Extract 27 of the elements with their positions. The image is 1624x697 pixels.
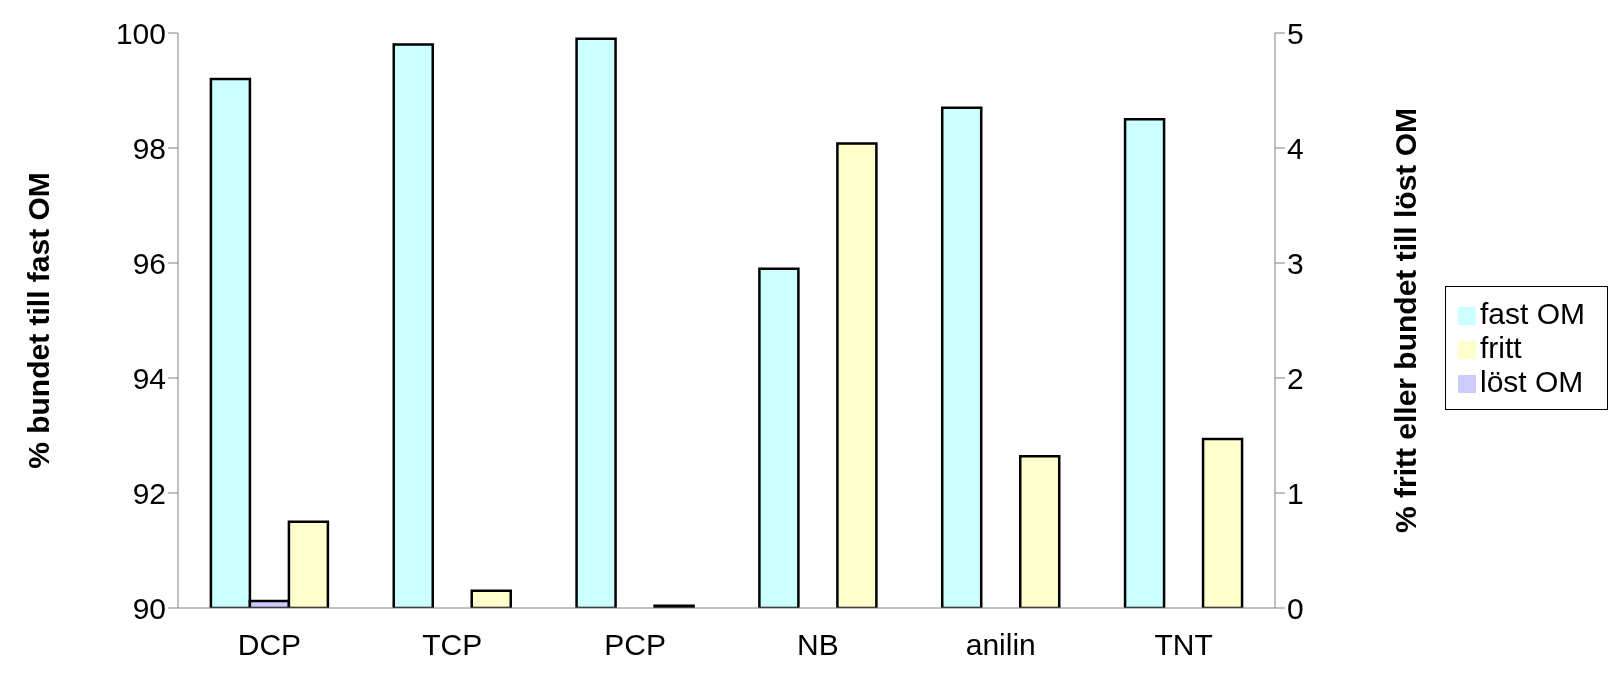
x-tick-label: DCP: [237, 628, 302, 662]
y-tick-label: 92: [132, 476, 166, 510]
y-tick-label: 96: [132, 246, 166, 280]
y-tick-label: 100: [115, 16, 166, 50]
y2-axis-title: % fritt eller bundet till löst OM: [1388, 107, 1422, 534]
x-tick-label: NB: [797, 628, 839, 662]
bar: [470, 589, 512, 608]
y2-tick-label: 3: [1286, 246, 1304, 280]
y2-tick-label: 4: [1286, 131, 1304, 165]
y-axis-title: % bundet till fast OM: [21, 172, 55, 469]
y2-tick-label: 5: [1286, 16, 1304, 50]
y2-tick-label: 2: [1286, 361, 1304, 395]
y-tick-label: 94: [132, 361, 166, 395]
x-tick-label: TCP: [422, 628, 483, 662]
y2-tick-label: 1: [1286, 476, 1304, 510]
y-tick-label: 98: [132, 131, 166, 165]
x-tick-label: PCP: [604, 628, 666, 662]
legend-label: fast OM: [1479, 297, 1585, 330]
bar: [836, 142, 878, 608]
legend-label: fritt: [1479, 331, 1522, 364]
x-tick-label: anilin: [965, 628, 1036, 662]
legend-label: löst OM: [1479, 365, 1584, 398]
x-tick-label: TNT: [1154, 628, 1213, 662]
y2-tick-label: 0: [1286, 591, 1304, 625]
bar: [1018, 454, 1061, 608]
y-tick-label: 90: [132, 591, 166, 625]
bar: [1201, 437, 1244, 608]
